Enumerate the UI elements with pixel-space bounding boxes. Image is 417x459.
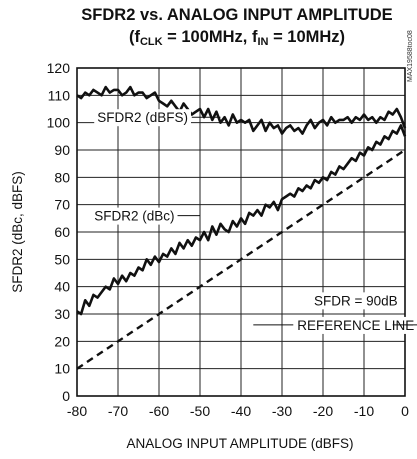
- y-tick-label: 90: [54, 142, 70, 158]
- x-tick-label: -50: [190, 403, 210, 419]
- dbc-label-bg: [91, 207, 178, 225]
- y-tick-label: 60: [54, 224, 70, 240]
- x-tick-label: -10: [354, 403, 374, 419]
- x-axis-label: ANALOG INPUT AMPLITUDE (dBFS): [126, 436, 353, 451]
- x-tick-label: -70: [108, 403, 128, 419]
- y-tick-label: 50: [54, 251, 70, 267]
- y-tick-label: 10: [54, 361, 70, 377]
- x-tick-label: -60: [149, 403, 169, 419]
- ref-label-line2-bg: [294, 316, 417, 334]
- grid: [76, 67, 406, 397]
- y-tick-label: 40: [54, 279, 70, 295]
- y-tick-label: 110: [48, 87, 71, 103]
- chart-title: SFDR2 vs. ANALOG INPUT AMPLITUDE: [81, 6, 392, 24]
- plot-frame: [76, 67, 406, 397]
- y-tick-label: 70: [54, 197, 70, 213]
- annotations: SFDR2 (dBFS) SFDR2 (dBc) SFDR = 90dB REFERE…: [91, 109, 417, 334]
- figure-code: MAX19588toc08: [407, 30, 414, 82]
- x-tick-label: -20: [313, 403, 333, 419]
- series-line-1: [76, 85, 407, 135]
- y-tick-label: 100: [47, 115, 71, 131]
- ref-label-line1-bg: [310, 292, 401, 310]
- dbfs-label: SFDR2 (dBFS): [97, 110, 188, 125]
- dbfs-label-bg: [94, 109, 191, 127]
- ref-label-line1: SFDR = 90dB: [314, 293, 398, 308]
- x-tick-label: 0: [401, 403, 409, 419]
- reference-line: [76, 149, 406, 370]
- x-tick-label: -80: [67, 403, 87, 419]
- y-axis-label: SFDR2 (dBc, dBFS): [10, 171, 25, 293]
- y-tick-label: 0: [62, 388, 70, 404]
- x-tick-label: -40: [231, 403, 251, 419]
- series-line-2: [76, 124, 407, 316]
- y-tick-label: 30: [54, 306, 70, 322]
- ref-label-line2: REFERENCE LINE: [297, 318, 414, 333]
- dbc-label: SFDR2 (dBc): [94, 209, 174, 224]
- series-lines: [76, 85, 407, 370]
- x-tick-label: -30: [272, 403, 292, 419]
- y-tick-label: 20: [54, 333, 70, 349]
- tick-labels: -80 -70 -60 -50 -40 -30 -20 -10 0 0 10 20 30 40 50 60 70…: [47, 60, 409, 419]
- y-tick-label: 80: [54, 169, 70, 185]
- y-tick-label: 120: [47, 60, 71, 76]
- chart-subtitle: (fCLK = 100MHz, fIN = 10MHz): [129, 28, 345, 48]
